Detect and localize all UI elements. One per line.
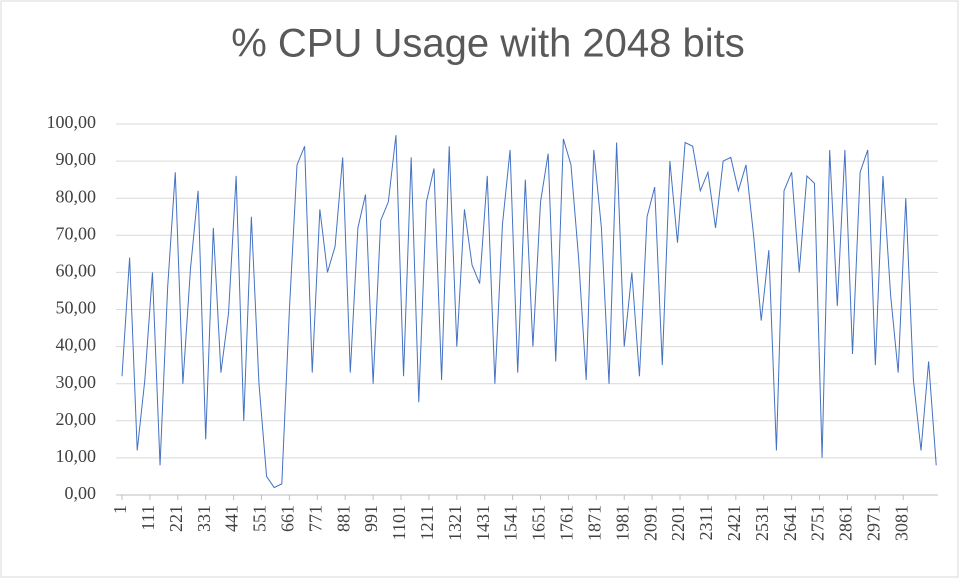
y-tick-label: 70,00 <box>56 223 97 243</box>
x-tick-label: 2201 <box>668 505 688 541</box>
x-tick-label: 1211 <box>417 505 437 540</box>
y-tick-label: 50,00 <box>56 298 97 318</box>
x-tick-label: 2751 <box>808 505 828 541</box>
x-tick-label: 1431 <box>473 505 493 541</box>
cpu-line <box>121 135 937 489</box>
y-tick-label: 20,00 <box>56 409 97 429</box>
x-tick-label: 2971 <box>863 505 883 541</box>
x-tick-label: 2641 <box>780 505 800 541</box>
x-tick-label: 331 <box>194 505 214 532</box>
y-tick-label: 0,00 <box>65 483 97 503</box>
x-tick-label: 1871 <box>584 505 604 541</box>
y-tick-label: 30,00 <box>56 372 97 392</box>
x-tick-label: 1541 <box>501 505 521 541</box>
x-tick-label: 551 <box>250 505 270 532</box>
x-tick-label: 1981 <box>612 505 632 541</box>
x-tick-label: 221 <box>166 505 186 532</box>
x-tick-label: 2531 <box>752 505 772 541</box>
y-tick-label: 80,00 <box>56 186 97 206</box>
x-tick-label: 111 <box>138 505 158 531</box>
y-tick-label: 100,00 <box>47 112 97 132</box>
x-tick-label: 1321 <box>445 505 465 541</box>
y-tick-label: 10,00 <box>56 446 97 466</box>
x-tick-label: 1761 <box>557 505 577 541</box>
x-tick-label: 2091 <box>640 505 660 541</box>
x-tick-label: 1101 <box>389 505 409 540</box>
y-tick-label: 90,00 <box>56 149 97 169</box>
y-tick-label: 60,00 <box>56 261 97 281</box>
x-tick-label: 2421 <box>724 505 744 541</box>
chart-title: % CPU Usage with 2048 bits <box>231 22 745 66</box>
y-tick-label: 40,00 <box>56 335 97 355</box>
x-tick-label: 2861 <box>836 505 856 541</box>
x-tick-label: 441 <box>222 505 242 532</box>
x-tick-label: 991 <box>361 505 381 532</box>
x-tick-label: 771 <box>305 505 325 532</box>
x-tick-label: 2311 <box>696 505 716 540</box>
x-tick-label: 3081 <box>891 505 911 541</box>
x-tick-label: 661 <box>278 505 298 532</box>
x-tick-label: 1651 <box>529 505 549 541</box>
x-tick-label: 1 <box>110 505 130 514</box>
x-tick-label: 881 <box>333 505 353 532</box>
